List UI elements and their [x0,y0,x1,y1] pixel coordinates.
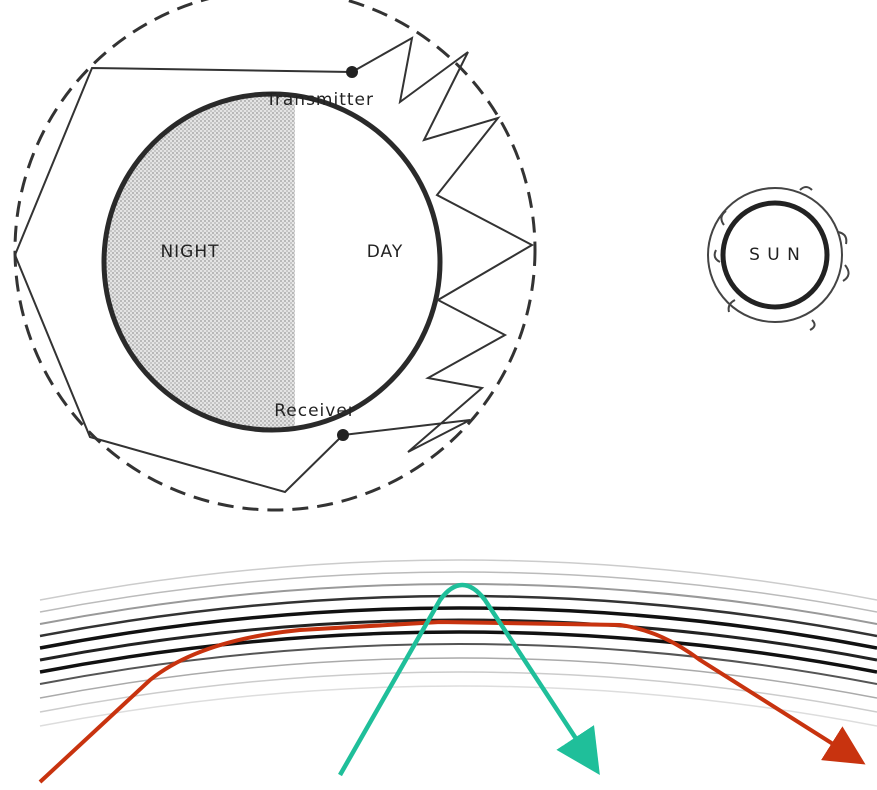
sun-corona [707,187,843,323]
night-shade [104,94,295,430]
layer-arc [39,594,877,638]
refracted-ray [38,619,866,784]
layer-arc [39,559,877,601]
ionosphere-boundary [13,0,537,512]
layer-arc [39,583,877,625]
sun-label: S U N [749,245,801,265]
receiver-label: Receiver [274,401,356,421]
sun [720,200,830,310]
solar-flares [713,186,850,331]
layer-arc [39,618,877,662]
day-label: DAY [367,242,404,262]
short-path [342,36,535,453]
layer-arc [39,657,877,699]
layer-arc [39,630,877,674]
layer-arc [39,571,877,613]
transmitter-label: Transmitter [265,90,374,110]
long-path [13,66,353,494]
layer-arc [39,643,877,685]
layer-arc [39,606,877,650]
transmitter-site [346,66,358,78]
layer-arc [39,685,877,727]
night-label: NIGHT [160,242,219,262]
earth [101,91,443,433]
layer-arc [39,671,877,713]
ionosphere-layers [39,559,877,727]
steep-ray [338,582,600,777]
receiver-site [337,429,349,441]
